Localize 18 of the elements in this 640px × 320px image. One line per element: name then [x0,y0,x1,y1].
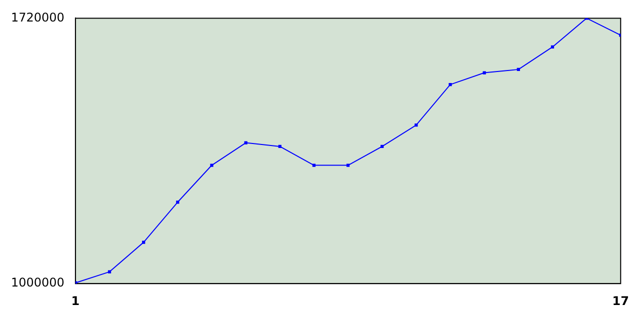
x-tick-label: 1 [71,294,80,308]
point [414,124,418,127]
point [142,240,146,244]
point [482,71,486,74]
point [550,45,554,49]
point [448,82,452,86]
point [176,200,180,204]
point [346,164,350,167]
y-tick-label: 1000000 [10,276,64,290]
point [244,141,248,144]
point [312,164,316,167]
point [210,164,214,167]
point [380,144,384,148]
x-tick-label: 17 [612,294,629,308]
y-tick-label: 1720000 [10,10,64,24]
point [516,68,520,71]
point [108,270,112,274]
point [278,144,282,148]
